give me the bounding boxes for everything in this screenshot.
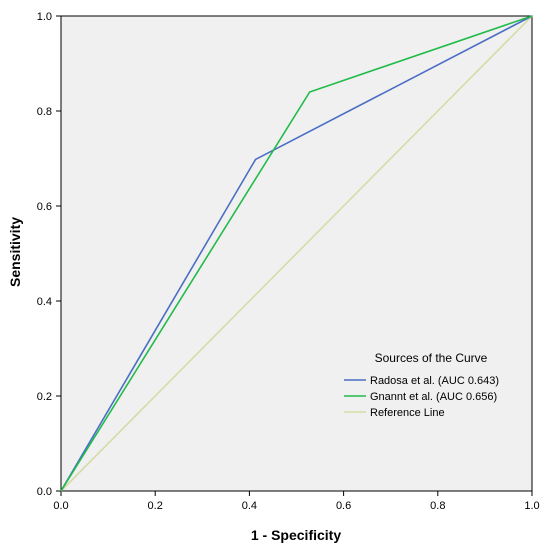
series-line-gnannt-et-al-auc-0-656 — [60, 15, 533, 492]
x-tick-label: 1.0 — [524, 500, 539, 512]
y-tick-label: 0.6 — [37, 201, 52, 213]
y-tick-label: 0.4 — [37, 296, 52, 308]
legend-item-label: Reference Line — [370, 407, 445, 419]
x-tick-label: 0.4 — [242, 500, 257, 512]
x-tick-label: 0.6 — [336, 500, 351, 512]
series-line-radosa-et-al-auc-0-643 — [60, 15, 533, 492]
legend-title: Sources of the Curve — [375, 351, 488, 365]
series-line-reference-line — [60, 15, 533, 492]
legend-item-label: Radosa et al. (AUC 0.643) — [370, 375, 499, 387]
y-tick-label: 1.0 — [37, 11, 52, 23]
y-tick-label: 0.2 — [37, 391, 52, 403]
x-tick-label: 0.2 — [148, 500, 163, 512]
y-tick-label: 0.8 — [37, 106, 52, 118]
x-tick-label: 0.8 — [430, 500, 445, 512]
x-axis-label: 1 - Specificity — [251, 527, 341, 543]
x-tick-label: 0.0 — [53, 500, 68, 512]
legend: Sources of the Curve Radosa et al. (AUC … — [338, 342, 526, 428]
y-tick-label: 0.0 — [37, 486, 52, 498]
legend-box — [338, 342, 526, 428]
legend-item-label: Gnannt et al. (AUC 0.656) — [370, 391, 497, 403]
y-axis-label: Sensitivity — [7, 217, 23, 287]
